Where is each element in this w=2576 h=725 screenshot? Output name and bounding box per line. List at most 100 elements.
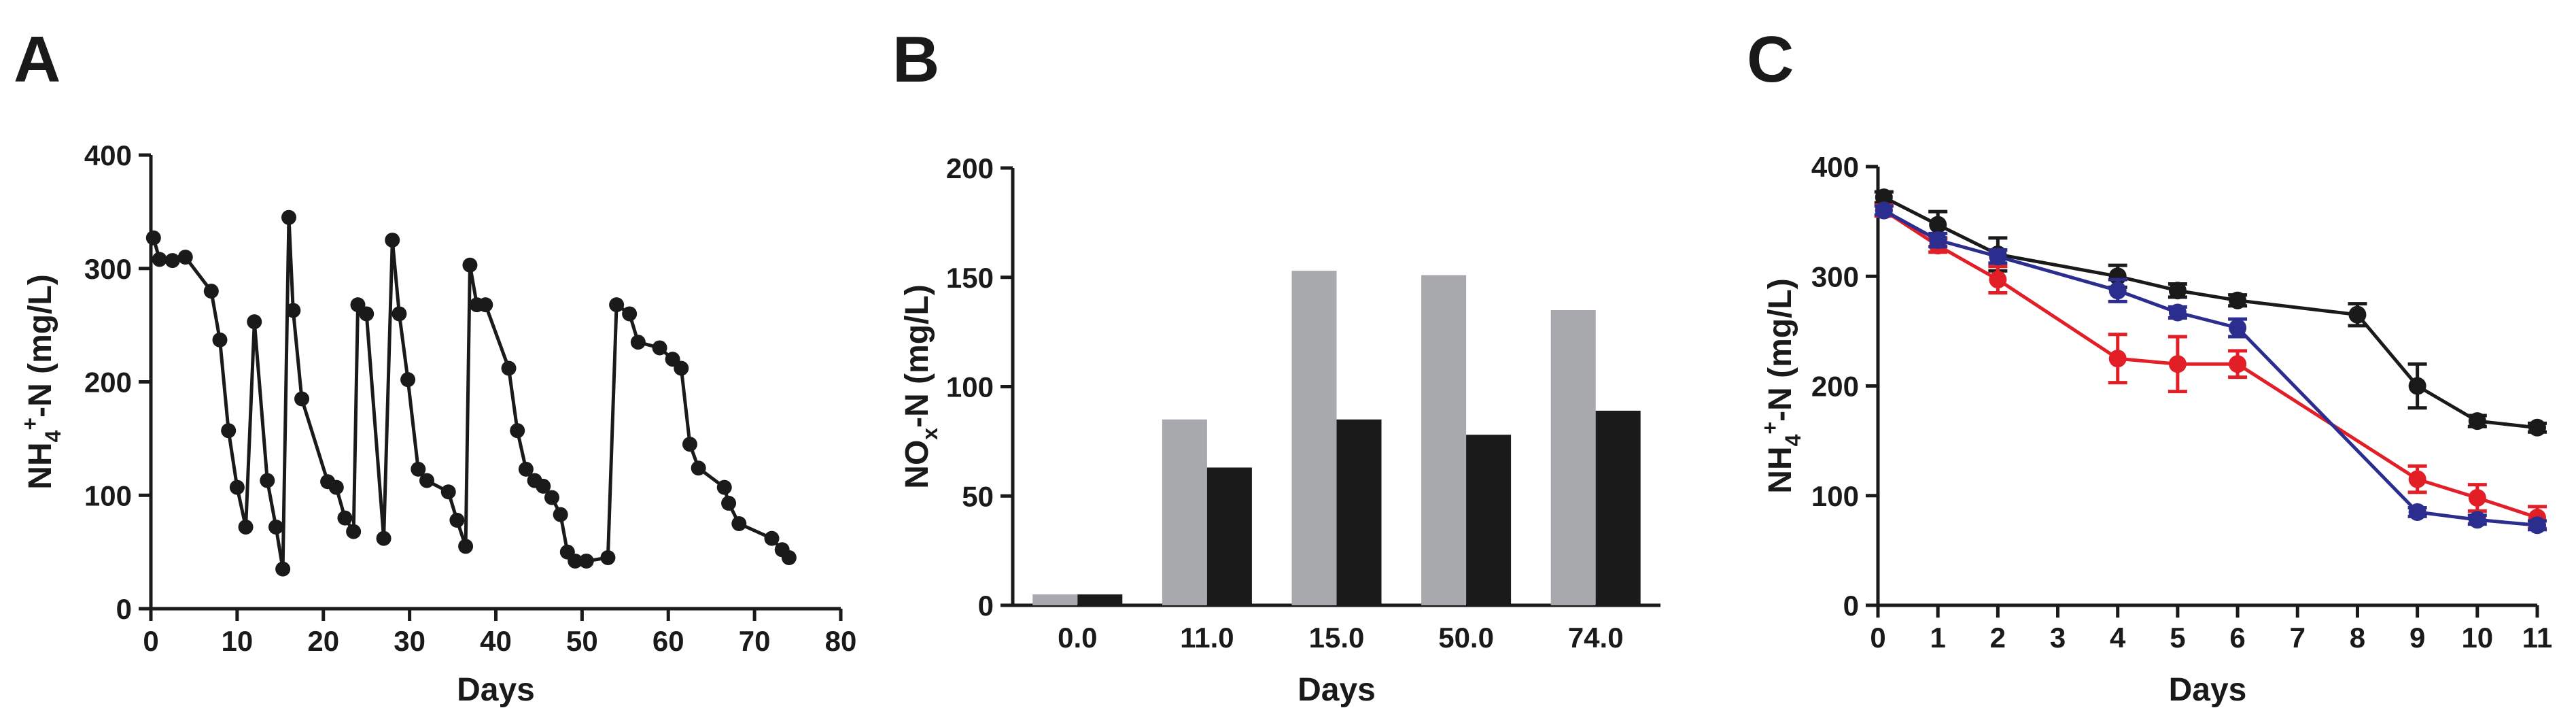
data-point [247,314,262,330]
x-tick-label: 6 [2229,622,2245,654]
y-axis-label-main: NO [899,440,935,489]
data-point [2168,282,2187,300]
panel-letter-a: A [14,23,60,96]
data-point [359,306,375,322]
data-point [2108,282,2127,300]
bar [1162,419,1207,605]
data-point [458,539,474,554]
data-point [731,516,747,531]
x-tick-label: 50 [566,625,598,657]
data-point [1875,201,1893,220]
y-axis-label-rest: -N (mg/L) [22,274,58,418]
data-point [2108,350,2127,368]
data-point [691,460,706,476]
x-tick-label: 0 [1870,622,1885,654]
data-point [294,391,310,407]
data-point [652,340,667,356]
data-point [781,550,797,565]
data-point [2348,305,2367,324]
data-point [630,335,646,350]
data-point [2468,488,2486,507]
x-tick-label: 15.0 [1309,622,1365,654]
bar [1466,435,1512,605]
data-point [478,297,493,313]
x-tick-label: 5 [2170,622,2185,654]
y-tick-label: 400 [84,139,132,171]
data-point [682,437,697,452]
data-point [1929,231,1947,250]
series-line [1883,195,2538,430]
y-axis-label-subscript: 4 [1781,434,1805,446]
data-point [2468,412,2486,431]
data-point [462,257,478,273]
data-point [260,473,275,488]
y-axis-label: NOx-N (mg/L) [899,284,942,488]
data-point [346,524,362,539]
bar [1291,271,1337,605]
data-point [2168,303,2187,322]
y-tick-label: 100 [84,479,132,511]
y-axis-label-subscript: x [918,428,942,440]
data-point [600,550,616,565]
x-tick-label: 10 [222,625,254,657]
data-point [2408,503,2426,521]
data-point [400,372,416,388]
x-tick-label: 8 [2350,622,2365,654]
data-point [238,519,254,535]
data-point [609,297,625,313]
data-point [449,512,465,528]
data-point [1929,216,1947,234]
data-point [212,332,228,348]
data-point [716,479,732,495]
bar [1206,467,1252,605]
y-axis-label-main: NH [22,442,58,489]
bar [1595,410,1641,605]
data-point [1989,248,2007,266]
y-tick-label: 100 [946,371,994,403]
data-point [285,303,301,318]
series-line [1883,209,2538,527]
data-point [229,479,245,495]
data-point [501,360,517,376]
y-axis-label-rest: -N (mg/L) [1762,278,1798,422]
x-tick-label: 2 [1990,622,2006,654]
data-point [568,553,583,569]
x-tick-label: 60 [652,625,684,657]
y-axis-label-main: NH [1762,446,1798,493]
x-axis-label: Days [2169,672,2247,708]
data-point [2408,470,2426,488]
data-point [328,479,344,495]
data-point [164,253,180,269]
data-point [2229,319,2247,337]
data-point [1989,271,2007,289]
y-axis-label-subscript: 4 [41,430,65,442]
panel-b-chart: 0 50 100 150 200 0.0 11.0 15.0 50.0 74.0 Days NOx-N… [899,152,1660,708]
x-tick-label: 50.0 [1438,622,1494,654]
data-point [376,530,391,546]
data-point [544,490,559,505]
x-tick-label: 10 [2461,622,2493,654]
data-point [674,360,689,376]
x-tick-label: 1 [1930,622,1946,654]
data-point [177,250,193,265]
data-point [2408,377,2426,395]
x-tick-label: 3 [2050,622,2066,654]
bar [1032,594,1078,605]
bar [1336,419,1382,605]
y-axis-label-rest: -N (mg/L) [899,284,935,428]
data-point [411,461,426,477]
y-tick-label: 0 [1843,590,1859,622]
data-point [721,495,737,511]
y-tick-label: 400 [1811,151,1859,183]
bar [1550,309,1596,605]
data-point [203,284,219,299]
y-tick-label: 200 [946,152,994,184]
data-point [2168,355,2187,373]
y-tick-label: 200 [1811,371,1859,403]
panel-letter-b: B [892,23,939,96]
data-point [440,484,456,500]
data-point [1875,188,1893,207]
y-tick-label: 0 [116,593,132,625]
